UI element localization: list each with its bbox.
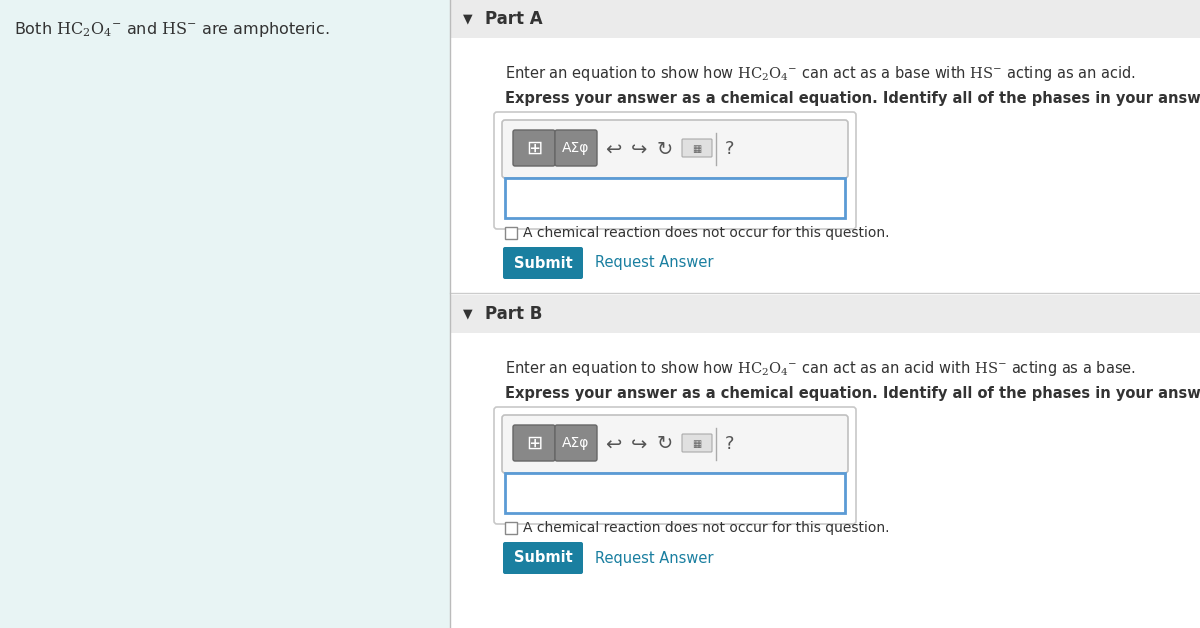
FancyBboxPatch shape (502, 120, 848, 178)
FancyBboxPatch shape (554, 130, 598, 166)
Text: ↩: ↩ (605, 435, 622, 453)
FancyBboxPatch shape (682, 434, 712, 452)
Text: Submit: Submit (514, 551, 572, 565)
Text: ▼: ▼ (463, 13, 473, 26)
Text: ΑΣφ: ΑΣφ (563, 141, 589, 155)
FancyBboxPatch shape (554, 425, 598, 461)
Text: ↻: ↻ (656, 139, 673, 158)
Text: Submit: Submit (514, 256, 572, 271)
FancyBboxPatch shape (450, 0, 1200, 38)
FancyBboxPatch shape (514, 130, 554, 166)
Text: ▦: ▦ (692, 439, 702, 449)
FancyBboxPatch shape (514, 425, 554, 461)
Text: ↪: ↪ (631, 139, 647, 158)
Text: ?: ? (725, 140, 734, 158)
Text: Request Answer: Request Answer (595, 256, 714, 271)
Text: ⊞: ⊞ (526, 139, 542, 158)
Text: A chemical reaction does not occur for this question.: A chemical reaction does not occur for t… (523, 226, 889, 240)
Text: ↪: ↪ (631, 435, 647, 453)
Text: ↻: ↻ (656, 435, 673, 453)
Text: ⊞: ⊞ (526, 433, 542, 453)
Text: Enter an equation to show how $\mathrm{HC_2O_4}^{-}$ can act as an acid with $\m: Enter an equation to show how $\mathrm{H… (505, 359, 1136, 378)
Text: Both $\mathrm{HC_2O_4}^{-}$ and $\mathrm{HS}^{-}$ are amphoteric.: Both $\mathrm{HC_2O_4}^{-}$ and $\mathrm… (14, 20, 330, 39)
FancyBboxPatch shape (502, 415, 848, 473)
FancyBboxPatch shape (505, 178, 845, 218)
Text: Part B: Part B (485, 305, 542, 323)
Text: Part A: Part A (485, 10, 542, 28)
FancyBboxPatch shape (505, 473, 845, 513)
FancyBboxPatch shape (505, 227, 517, 239)
FancyBboxPatch shape (450, 0, 1200, 628)
Text: Express your answer as a chemical equation. Identify all of the phases in your a: Express your answer as a chemical equati… (505, 386, 1200, 401)
Text: ↩: ↩ (605, 139, 622, 158)
Text: A chemical reaction does not occur for this question.: A chemical reaction does not occur for t… (523, 521, 889, 535)
Text: ▦: ▦ (692, 144, 702, 154)
Text: Request Answer: Request Answer (595, 551, 714, 565)
FancyBboxPatch shape (503, 542, 583, 574)
FancyBboxPatch shape (450, 295, 1200, 333)
FancyBboxPatch shape (682, 139, 712, 157)
FancyBboxPatch shape (0, 0, 450, 628)
Text: Express your answer as a chemical equation. Identify all of the phases in your a: Express your answer as a chemical equati… (505, 91, 1200, 106)
Text: ?: ? (725, 435, 734, 453)
Text: ΑΣφ: ΑΣφ (563, 436, 589, 450)
FancyBboxPatch shape (503, 247, 583, 279)
FancyBboxPatch shape (505, 522, 517, 534)
Text: ▼: ▼ (463, 308, 473, 320)
Text: Enter an equation to show how $\mathrm{HC_2O_4}^{-}$ can act as a base with $\ma: Enter an equation to show how $\mathrm{H… (505, 64, 1136, 83)
